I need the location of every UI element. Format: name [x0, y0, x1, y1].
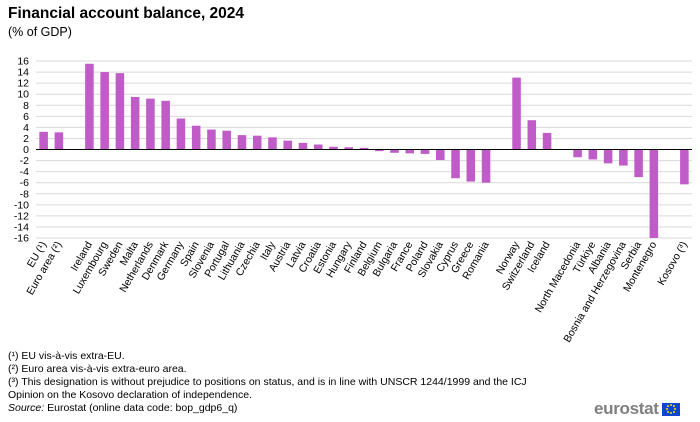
footnotes: (¹) EU vis-à-vis extra-EU. (²) Euro area… — [8, 350, 527, 415]
bar — [436, 149, 445, 161]
bar — [680, 149, 689, 185]
bar — [191, 125, 201, 150]
bar — [283, 140, 292, 150]
bar — [451, 149, 460, 179]
bar — [649, 149, 659, 238]
bar — [634, 149, 643, 178]
bar — [466, 149, 476, 182]
y-tick-label: -2 — [20, 155, 29, 167]
bar — [130, 96, 140, 150]
bar — [252, 135, 262, 150]
y-tick-label: 16 — [17, 56, 29, 68]
bar — [420, 149, 430, 154]
y-tick-label: 4 — [23, 122, 29, 134]
bar — [176, 118, 186, 150]
bar — [115, 73, 125, 150]
y-tick-label: -16 — [14, 233, 29, 245]
bar — [359, 147, 369, 150]
bar — [481, 149, 491, 183]
bar — [405, 149, 415, 154]
y-tick-label: -10 — [14, 199, 29, 211]
y-tick-label: 6 — [23, 111, 29, 123]
footnote-4: Opinion on the Kosovo declaration of ind… — [8, 389, 253, 401]
bar — [237, 135, 247, 150]
bar — [542, 132, 552, 150]
bar — [161, 100, 170, 150]
chart-subtitle: (% of GDP) — [8, 25, 72, 39]
y-tick-label: -8 — [20, 188, 29, 200]
bar — [374, 149, 384, 152]
y-tick-label: -4 — [20, 166, 29, 178]
y-tick-label: -12 — [14, 210, 29, 222]
footnote-1: (¹) EU vis-à-vis extra-EU. — [8, 350, 125, 362]
bar — [268, 137, 277, 150]
y-tick-label: 8 — [23, 100, 29, 112]
logo-text: eurostat — [594, 399, 659, 418]
eurostat-logo: eurostat — [594, 399, 680, 419]
chart-title: Financial account balance, 2024 — [8, 5, 245, 22]
bar — [588, 149, 598, 160]
source-label: Source: — [8, 402, 45, 414]
bar — [527, 120, 537, 150]
bar — [603, 149, 613, 164]
source-line: Source: Eurostat (online data code: bop_… — [8, 402, 527, 415]
footnote-2: (²) Euro area vis-à-vis extra-euro area. — [8, 363, 187, 375]
bar — [100, 72, 109, 150]
y-tick-label: 0 — [23, 144, 29, 156]
y-tick-label: -6 — [20, 177, 29, 189]
bar — [619, 149, 628, 166]
bar — [390, 149, 399, 153]
y-tick-label: 10 — [17, 89, 29, 101]
footnote-3: (³) This designation is without prejudic… — [8, 376, 527, 388]
bar — [344, 147, 354, 150]
eu-flag-icon — [661, 402, 680, 416]
bar — [298, 142, 308, 150]
bar — [313, 144, 323, 150]
y-tick-label: 2 — [23, 133, 29, 145]
y-tick-label: 14 — [17, 67, 29, 79]
bar — [54, 132, 64, 150]
x-category-label: Kosovo (³) — [655, 240, 690, 288]
bar — [329, 146, 338, 150]
bar — [146, 98, 155, 150]
bar — [512, 77, 521, 150]
bar — [207, 129, 216, 150]
bar — [222, 130, 231, 150]
y-tick-label: 12 — [17, 78, 29, 90]
y-tick-label: -14 — [14, 221, 29, 233]
source-text: Eurostat (online data code: bop_gdp6_q) — [47, 402, 238, 414]
bar — [573, 149, 582, 158]
bar — [39, 131, 48, 150]
bar — [85, 63, 94, 150]
